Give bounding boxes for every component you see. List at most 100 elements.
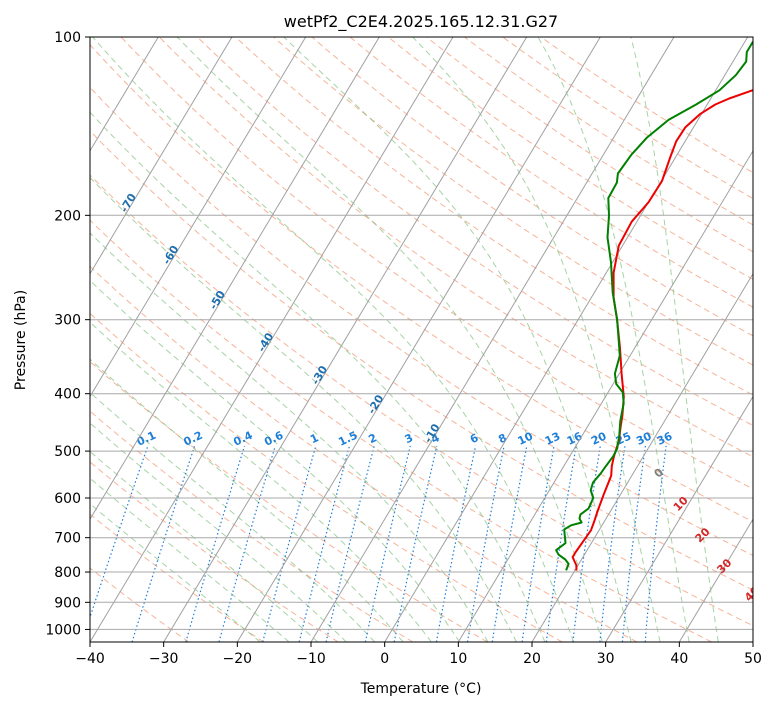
moist-adiabat-label: 10 bbox=[671, 494, 691, 514]
mixing-ratio-line bbox=[298, 445, 351, 642]
isotherm bbox=[678, 518, 753, 642]
mixing-ratio-line bbox=[545, 445, 577, 642]
moist-adiabat bbox=[92, 37, 575, 642]
dry-adiabat bbox=[426, 37, 753, 253]
isotherm-label: -90 bbox=[25, 100, 47, 124]
isotherm-label: -60 bbox=[160, 243, 182, 267]
mixing-ratio-label: 0.2 bbox=[182, 429, 205, 449]
moist-adiabat bbox=[283, 37, 632, 642]
mixing-ratio-line bbox=[644, 445, 667, 642]
dry-adiabat bbox=[90, 513, 264, 642]
dry-adiabat bbox=[349, 37, 753, 308]
moist-adiabat bbox=[90, 279, 461, 642]
moist-adiabat bbox=[412, 37, 661, 642]
mixing-ratio-line bbox=[491, 445, 528, 642]
isotherm bbox=[0, 37, 11, 642]
moist-adiabat bbox=[90, 503, 261, 642]
mixing-ratio-label: 2 bbox=[367, 431, 379, 446]
isotherm bbox=[531, 272, 753, 642]
mixing-ratio-line bbox=[262, 445, 317, 642]
mixing-ratio-line bbox=[364, 445, 411, 642]
isotherm bbox=[457, 149, 753, 642]
isotherm bbox=[90, 37, 380, 521]
mixing-ratio-label: 20 bbox=[589, 429, 609, 447]
isotherm bbox=[90, 37, 159, 152]
dry-adiabat bbox=[120, 37, 753, 490]
x-tick-label: 50 bbox=[744, 651, 762, 667]
mixing-ratio-line bbox=[131, 445, 196, 642]
moist-adiabat bbox=[630, 37, 719, 642]
x-tick-label: 0 bbox=[380, 651, 389, 667]
moist-adiabat bbox=[176, 37, 603, 642]
moist-adiabat bbox=[90, 450, 319, 642]
isotherm bbox=[90, 37, 233, 275]
mixing-ratio-line bbox=[90, 445, 149, 619]
dry-adiabat bbox=[197, 37, 753, 427]
x-axis-title: Temperature (°C) bbox=[360, 681, 482, 697]
mixing-ratio-line bbox=[572, 445, 601, 642]
y-tick-label: 100 bbox=[54, 30, 81, 46]
moist-adiabat bbox=[90, 321, 432, 642]
moist-adiabat-label: 40 bbox=[742, 584, 762, 604]
isotherm-label: -40 bbox=[255, 330, 277, 354]
y-tick-label: 800 bbox=[54, 565, 81, 581]
moist-adiabat bbox=[90, 477, 290, 642]
x-tick-label: 20 bbox=[523, 651, 541, 667]
y-tick-label: 700 bbox=[54, 531, 81, 547]
y-tick-label: 200 bbox=[54, 208, 81, 224]
x-tick-label: 10 bbox=[449, 651, 467, 667]
mixing-ratio-label: 13 bbox=[543, 430, 562, 448]
moist-adiabat bbox=[90, 422, 347, 642]
mixing-ratio-label: 6 bbox=[468, 431, 481, 446]
isotherm bbox=[384, 37, 749, 642]
mixing-ratio-label: 16 bbox=[565, 429, 585, 447]
mixing-ratio-lines: 0.1 0.2 0.4 0.6 1 1.5 2 3 4 6 8 10 13 16 20 25 30 36 bbox=[90, 429, 675, 642]
moist-adiabat bbox=[90, 232, 489, 642]
dry-adiabat bbox=[90, 360, 488, 642]
mixing-ratio-line bbox=[185, 445, 246, 642]
dry-adiabat bbox=[90, 567, 190, 642]
moist-adiabats bbox=[90, 37, 719, 642]
isotherm-label: -70 bbox=[118, 191, 140, 215]
dry-adiabat bbox=[387, 37, 753, 280]
mixing-ratio-line bbox=[218, 445, 276, 642]
moist-adiabat bbox=[90, 391, 376, 642]
moist-adiabat bbox=[537, 37, 690, 642]
isotherm-label: -20 bbox=[365, 392, 387, 416]
isotherm bbox=[605, 395, 753, 642]
y-tick-label: 400 bbox=[54, 387, 81, 403]
y-tick-label: 1000 bbox=[45, 622, 81, 638]
y-axis-title: Pressure (hPa) bbox=[13, 290, 29, 390]
y-tick-label: 600 bbox=[54, 491, 81, 507]
y-axis: 100 200 300 400 500 600 700 800 900 1000 bbox=[45, 30, 90, 638]
mixing-ratio-label: 36 bbox=[655, 429, 675, 447]
isotherms bbox=[0, 37, 753, 642]
x-axis: −40 −30 −20 −10 0 10 20 30 40 50 bbox=[75, 642, 762, 667]
isotherm bbox=[163, 37, 528, 642]
mixing-ratio-line bbox=[325, 445, 375, 642]
isotherm-label: -30 bbox=[309, 363, 331, 387]
isotherm-label: -50 bbox=[207, 288, 229, 312]
moist-adiabat bbox=[90, 358, 404, 642]
x-tick-label: 30 bbox=[597, 651, 615, 667]
moist-adiabat-label: 0 bbox=[652, 466, 667, 481]
dewpoint-line bbox=[555, 40, 753, 571]
mixing-ratio-label: 10 bbox=[516, 429, 536, 447]
chart-title: wetPf2_C2E4.2025.165.12.31.G27 bbox=[284, 12, 558, 32]
mixing-ratio-line bbox=[393, 445, 438, 642]
x-tick-label: −40 bbox=[75, 651, 105, 667]
y-tick-label: 900 bbox=[54, 595, 81, 611]
dry-adiabat bbox=[311, 37, 753, 337]
mixing-ratio-line bbox=[521, 445, 555, 642]
x-tick-label: −30 bbox=[149, 651, 179, 667]
mixing-ratio-line bbox=[621, 445, 646, 642]
dry-adiabat bbox=[273, 37, 753, 366]
mixing-ratio-label: 30 bbox=[634, 429, 654, 447]
y-tick-label: 300 bbox=[54, 313, 81, 329]
mixing-ratio-line bbox=[599, 445, 626, 642]
dry-adiabat bbox=[235, 37, 753, 396]
moist-adiabat bbox=[90, 111, 546, 642]
moist-adiabat bbox=[90, 176, 517, 642]
dry-adiabat bbox=[90, 312, 563, 642]
